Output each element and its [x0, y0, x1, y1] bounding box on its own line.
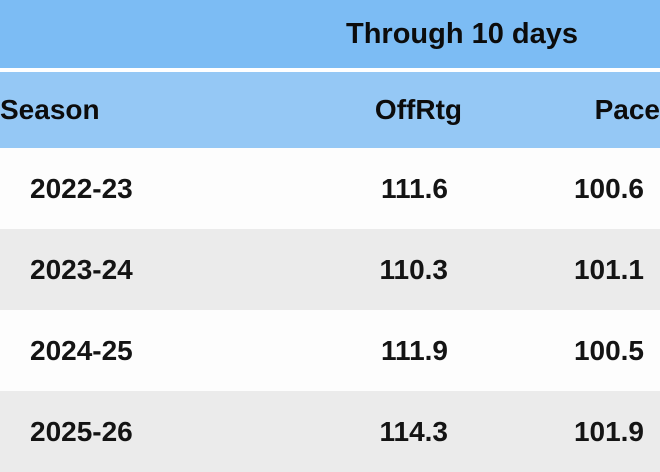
- table-body: 2022-23 111.6 100.6 2023-24 110.3 101.1 …: [0, 148, 660, 472]
- table-row: 2024-25 111.9 100.5: [0, 310, 660, 391]
- cell-offrtg: 111.6: [264, 148, 462, 229]
- cell-season: 2025-26: [0, 391, 264, 472]
- table-row: 2022-23 111.6 100.6: [0, 148, 660, 229]
- cell-pace: 101.1: [462, 229, 660, 310]
- table-row: 2025-26 114.3 101.9: [0, 391, 660, 472]
- cell-season: 2023-24: [0, 229, 264, 310]
- cell-offrtg: 111.9: [264, 310, 462, 391]
- cell-pace: 101.9: [462, 391, 660, 472]
- band-empty-cell: [0, 0, 264, 68]
- cell-pace: 100.6: [462, 148, 660, 229]
- table-header: Through 10 days Season OffRtg Pace: [0, 0, 660, 148]
- cell-season: 2022-23: [0, 148, 264, 229]
- table-row: 2023-24 110.3 101.1: [0, 229, 660, 310]
- col-header-season: Season: [0, 68, 264, 148]
- cell-season: 2024-25: [0, 310, 264, 391]
- cell-offrtg: 110.3: [264, 229, 462, 310]
- col-header-offrtg: OffRtg: [264, 68, 462, 148]
- span-header-title: Through 10 days: [264, 0, 660, 68]
- cell-offrtg: 114.3: [264, 391, 462, 472]
- column-header-row: Season OffRtg Pace: [0, 68, 660, 148]
- col-header-pace: Pace: [462, 68, 660, 148]
- span-header-row: Through 10 days: [0, 0, 660, 68]
- cell-pace: 100.5: [462, 310, 660, 391]
